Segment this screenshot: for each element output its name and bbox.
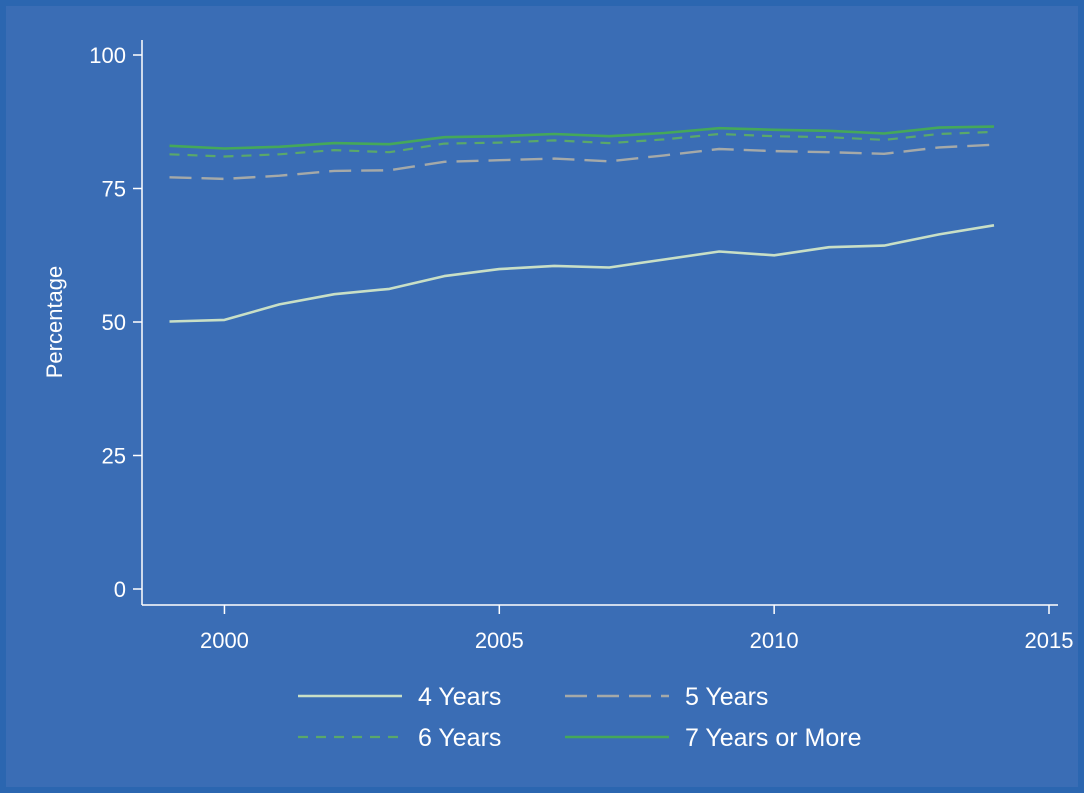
chart-panel xyxy=(6,6,1078,787)
y-tick-label: 75 xyxy=(102,177,126,202)
legend-label-6-years: 6 Years xyxy=(418,724,501,752)
legend-label-7-years-or-more: 7 Years or More xyxy=(685,724,862,752)
series-line-6-years xyxy=(169,130,995,158)
series-line-4-years xyxy=(169,224,995,323)
x-tick-label: 2015 xyxy=(1025,628,1074,653)
x-tick-label: 2000 xyxy=(200,628,249,653)
series-line-7-years-or-more xyxy=(169,125,995,150)
legend-label-5-years: 5 Years xyxy=(685,683,768,711)
series-line-5-years xyxy=(169,143,995,181)
y-tick-label: 25 xyxy=(102,444,126,469)
legend-label-4-years: 4 Years xyxy=(418,683,501,711)
y-tick-label: 50 xyxy=(102,310,126,335)
y-tick-label: 0 xyxy=(114,577,126,602)
y-tick-label: 100 xyxy=(89,43,126,68)
axes: 0 25 50 75 100 2000 2005 2010 2015 Percentage xyxy=(42,40,1073,653)
series-lines xyxy=(169,125,995,323)
legend: 4 Years 5 Years 6 Years 7 Years or More xyxy=(298,683,862,752)
x-tick-label: 2010 xyxy=(750,628,799,653)
y-axis-title: Percentage xyxy=(42,266,67,379)
x-tick-label: 2005 xyxy=(475,628,524,653)
